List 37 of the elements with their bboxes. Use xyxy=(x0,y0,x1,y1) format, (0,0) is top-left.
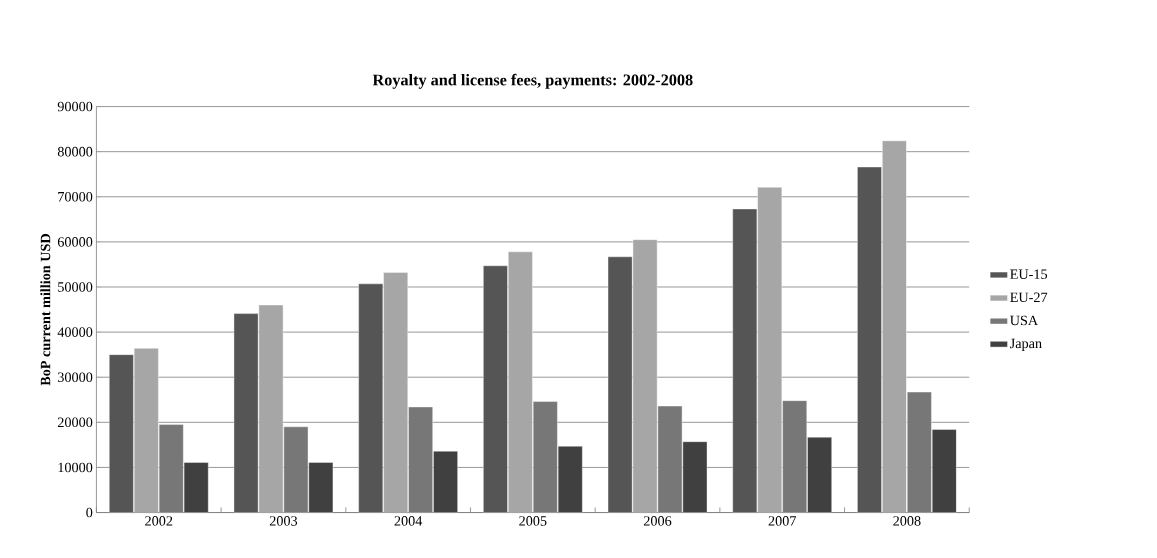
bar xyxy=(757,187,783,513)
bar xyxy=(133,348,159,513)
y-tick-label: 90000 xyxy=(57,101,93,112)
bar xyxy=(882,140,907,513)
bar xyxy=(308,462,334,513)
legend-label: Japan xyxy=(1010,338,1042,352)
y-tick-label: 20000 xyxy=(57,417,93,428)
bar xyxy=(183,462,209,513)
bar xyxy=(383,272,408,513)
y-tick-label: 80000 xyxy=(57,146,93,157)
x-tick-label: 2007 xyxy=(768,516,797,526)
bar xyxy=(807,436,832,513)
legend-label: USA xyxy=(1010,315,1039,326)
bar xyxy=(682,441,708,513)
y-axis-title: BoP current million USD xyxy=(40,233,51,386)
bar xyxy=(508,251,533,513)
y-tick-label: 60000 xyxy=(57,236,93,247)
y-tick-label: 40000 xyxy=(57,327,93,337)
bar xyxy=(433,450,458,513)
bar xyxy=(557,445,583,513)
x-tick-label: 2003 xyxy=(269,516,298,526)
x-tick-label: 2004 xyxy=(394,516,423,526)
bar xyxy=(258,304,284,513)
legend-label: EU-15 xyxy=(1010,269,1048,279)
x-tick-label: 2006 xyxy=(643,516,672,526)
x-tick-label: 2005 xyxy=(519,516,547,526)
x-tick-label: 2008 xyxy=(893,516,921,526)
chart-title: Royalty and license fees, payments: 2002-2008 xyxy=(372,73,693,89)
y-tick-label: 0 xyxy=(86,507,93,518)
y-tick-label: 10000 xyxy=(58,462,93,473)
bar xyxy=(932,429,957,513)
legend-label: EU-27 xyxy=(1010,292,1048,303)
x-tick-label: 2002 xyxy=(145,516,173,526)
bar xyxy=(632,239,658,513)
y-tick-label: 70000 xyxy=(58,191,93,202)
y-tick-label: 50000 xyxy=(58,282,93,292)
y-tick-label: 30000 xyxy=(58,372,93,382)
